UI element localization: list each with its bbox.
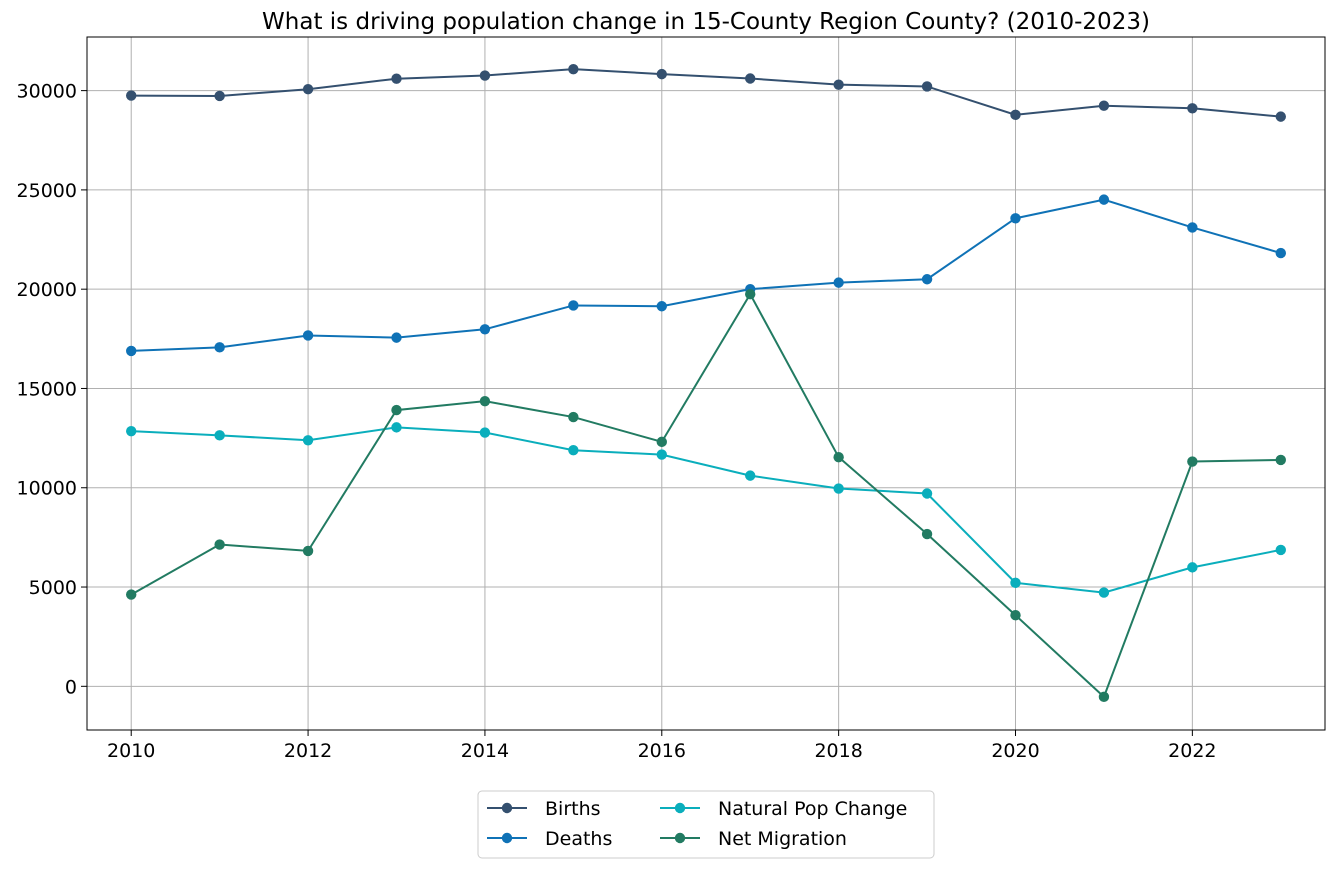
data-point: [302, 84, 314, 95]
data-point: [391, 422, 402, 433]
chart-title: What is driving population change in 15-…: [262, 9, 1150, 35]
legend-marker: [674, 832, 686, 844]
data-point: [479, 427, 491, 438]
y-tick-label: 5000: [29, 577, 77, 599]
data-point: [833, 79, 844, 90]
data-point: [1187, 456, 1198, 467]
series-group: [126, 194, 1286, 357]
data-point: [745, 73, 756, 84]
data-point: [568, 445, 579, 456]
data-point: [214, 90, 225, 102]
legend-label: Births: [545, 798, 601, 820]
data-point: [1010, 577, 1021, 589]
data-point: [568, 63, 579, 75]
axis-ticks: 2010 2012 2014 2016 2018 2020 2022 0 5000 10000 15…: [17, 81, 1217, 762]
x-tick-label: 2010: [107, 740, 155, 762]
x-tick-label: 2020: [991, 740, 1039, 762]
series-layer: [126, 63, 1286, 703]
data-point: [1187, 103, 1198, 114]
series-line: [131, 198, 1282, 352]
data-point: [921, 488, 933, 499]
data-point: [1187, 222, 1198, 233]
y-tick-label: 30000: [17, 81, 77, 103]
x-tick-label: 2018: [814, 740, 862, 762]
data-point: [656, 301, 667, 312]
data-point: [214, 539, 225, 550]
data-point: [479, 324, 491, 335]
series-group: [126, 422, 1286, 598]
data-point: [1275, 111, 1286, 122]
x-tick-label: 2012: [284, 740, 332, 762]
data-point: [921, 528, 933, 540]
data-point: [1187, 562, 1198, 573]
data-point: [1098, 194, 1110, 205]
data-point: [391, 73, 402, 84]
data-point: [214, 430, 225, 441]
legend-label: Deaths: [545, 828, 612, 850]
y-tick-label: 25000: [17, 180, 77, 202]
data-point: [126, 589, 137, 600]
legend-marker: [501, 802, 513, 814]
data-point: [745, 288, 756, 300]
data-point: [745, 470, 756, 481]
series-line: [131, 426, 1281, 594]
data-point: [1098, 100, 1110, 111]
data-point: [1098, 587, 1110, 598]
data-point: [1275, 544, 1286, 556]
legend-label: Natural Pop Change: [718, 798, 907, 820]
x-tick-label: 2022: [1168, 740, 1216, 762]
data-point: [568, 300, 579, 311]
data-point: [921, 81, 933, 92]
data-point: [1010, 213, 1021, 224]
y-tick-label: 10000: [17, 478, 77, 500]
y-tick-label: 20000: [17, 279, 77, 301]
data-point: [126, 425, 137, 437]
legend-marker: [501, 832, 513, 844]
x-tick-label: 2014: [461, 740, 509, 762]
x-tick-label: 2016: [638, 740, 686, 762]
y-tick-label: 0: [65, 676, 77, 698]
plot-area-frame: [86, 36, 1326, 731]
data-point: [302, 545, 314, 557]
data-point: [1275, 454, 1286, 466]
legend-label: Net Migration: [718, 828, 847, 850]
grid: [87, 37, 1325, 730]
data-point: [302, 435, 314, 446]
series-line: [131, 68, 1281, 118]
data-point: [1098, 691, 1110, 703]
data-point: [833, 483, 844, 494]
data-point: [656, 68, 667, 80]
data-point: [126, 345, 137, 357]
data-point: [656, 449, 667, 460]
data-point: [391, 404, 402, 416]
series-group: [126, 288, 1286, 703]
data-point: [1010, 610, 1021, 621]
data-point: [1010, 109, 1021, 121]
data-point: [833, 451, 844, 463]
data-point: [1275, 247, 1286, 259]
legend-box: [477, 790, 935, 859]
data-point: [656, 436, 667, 448]
series-line: [130, 292, 1281, 699]
data-point: [302, 330, 314, 341]
y-tick-label: 15000: [17, 378, 77, 400]
data-point: [479, 70, 491, 81]
data-point: [391, 332, 402, 343]
data-point: [479, 395, 491, 407]
data-point: [214, 342, 225, 353]
legend-marker: [674, 802, 686, 814]
data-point: [833, 277, 844, 288]
legend: Births Deaths Natural Pop Change Net Migrat…: [477, 790, 935, 859]
data-point: [921, 274, 933, 285]
series-group: [126, 63, 1286, 122]
data-point: [568, 411, 579, 423]
data-point: [126, 90, 137, 101]
